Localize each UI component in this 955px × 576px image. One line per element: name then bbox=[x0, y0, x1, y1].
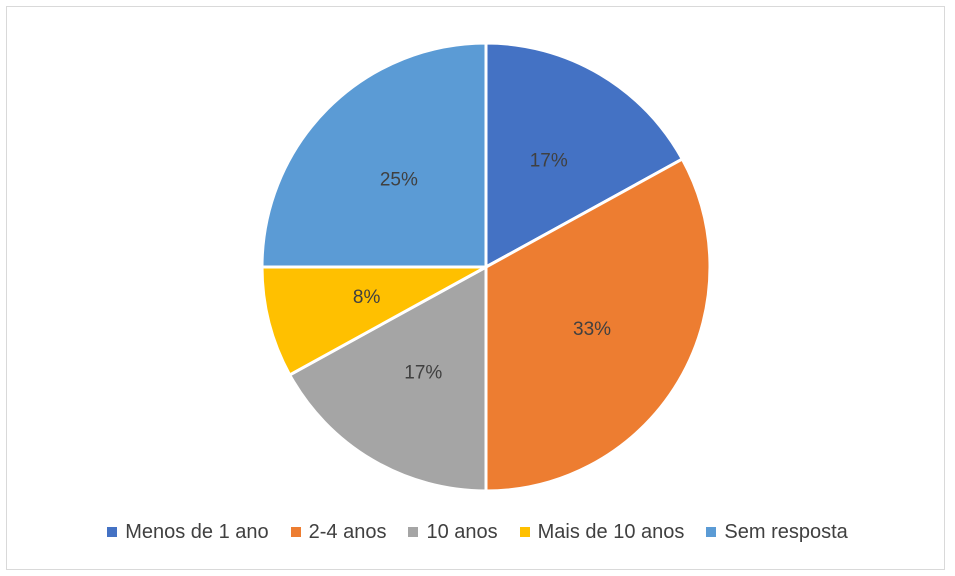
pie-slice-menos-de-1-ano bbox=[484, 41, 684, 269]
legend-item-menos-de-1-ano: Menos de 1 ano bbox=[107, 521, 269, 543]
pie-slice-2-4-anos bbox=[484, 157, 712, 493]
legend-swatch bbox=[107, 527, 118, 537]
pie-data-labels: 17% 33% 17% 8% 25% bbox=[353, 150, 611, 383]
data-label-sem-resposta: 25% bbox=[380, 169, 418, 190]
legend-swatch bbox=[706, 527, 717, 537]
legend-swatch bbox=[290, 527, 301, 537]
legend-label: Mais de 10 anos bbox=[537, 521, 685, 543]
legend-label: 10 anos bbox=[426, 521, 498, 543]
data-label-mais-de-10-anos: 8% bbox=[353, 287, 381, 308]
pie-slice-sem-resposta bbox=[260, 41, 488, 269]
legend-swatch bbox=[408, 527, 419, 537]
pie-slice-mais-de-10-anos bbox=[260, 265, 488, 377]
legend: Menos de 1 ano 2-4 anos 10 anos Mais de 10 … bbox=[0, 522, 955, 542]
legend-label: Sem resposta bbox=[724, 521, 848, 543]
pie-slice-10-anos bbox=[288, 265, 488, 493]
legend-label: 2-4 anos bbox=[308, 521, 387, 543]
data-label-menos-de-1-ano: 17% bbox=[530, 150, 568, 171]
legend-item-sem-resposta: Sem resposta bbox=[706, 521, 848, 543]
data-label-10-anos: 17% bbox=[404, 363, 442, 384]
legend-item-10-anos: 10 anos bbox=[408, 521, 498, 543]
legend-item-2-4-anos: 2-4 anos bbox=[290, 521, 387, 543]
legend-label: Menos de 1 ano bbox=[125, 521, 269, 543]
legend-swatch bbox=[519, 527, 530, 537]
legend-item-mais-de-10-anos: Mais de 10 anos bbox=[519, 521, 685, 543]
data-label-2-4-anos: 33% bbox=[573, 319, 611, 340]
pie-slices bbox=[260, 41, 712, 493]
